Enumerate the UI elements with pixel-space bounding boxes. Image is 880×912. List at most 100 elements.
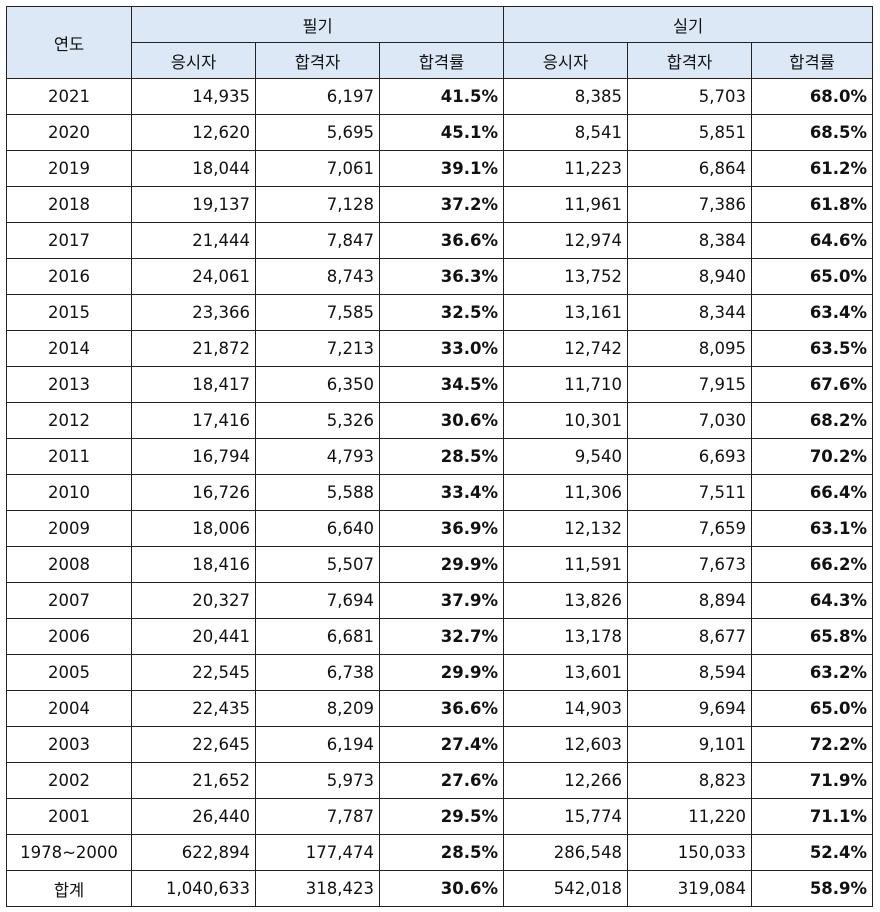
cell-written-applicants: 622,894	[131, 834, 256, 871]
cell-practical-rate: 52.4%	[751, 834, 874, 871]
cell-written-rate: 32.7%	[378, 618, 505, 655]
cell-written-applicants: 19,137	[131, 186, 256, 223]
table-row: 2017 21,444 7,847 36.6% 12,974 8,384 64.6%	[6, 222, 874, 259]
cell-written-rate: 37.2%	[378, 186, 505, 223]
cell-year: 2019	[6, 150, 132, 187]
cell-year: 합계	[6, 870, 132, 907]
cell-practical-rate: 63.2%	[751, 654, 874, 691]
cell-written-passed: 6,194	[255, 726, 380, 763]
cell-practical-rate: 72.2%	[751, 726, 874, 763]
cell-practical-rate: 67.6%	[751, 366, 874, 403]
table-row: 2012 17,416 5,326 30.6% 10,301 7,030 68.2%	[6, 402, 874, 439]
cell-year: 2013	[6, 366, 132, 403]
cell-practical-rate: 63.4%	[751, 294, 874, 331]
cell-year: 2018	[6, 186, 132, 223]
cell-written-passed: 7,585	[255, 294, 380, 331]
cell-written-rate: 45.1%	[378, 114, 505, 151]
cell-practical-applicants: 14,903	[503, 690, 629, 727]
cell-practical-passed: 8,344	[627, 294, 753, 331]
cell-practical-passed: 8,095	[627, 330, 753, 367]
cell-written-applicants: 16,794	[131, 438, 256, 475]
cell-written-rate: 32.5%	[378, 294, 505, 331]
table-row: 2009 18,006 6,640 36.9% 12,132 7,659 63.1%	[6, 510, 874, 547]
table-row: 2010 16,726 5,588 33.4% 11,306 7,511 66.4%	[6, 474, 874, 511]
cell-written-passed: 6,197	[255, 78, 380, 115]
table-row: 1978~2000 622,894 177,474 28.5% 286,548 150,0…	[6, 834, 874, 871]
cell-practical-rate: 64.3%	[751, 582, 874, 619]
cell-practical-applicants: 11,961	[503, 186, 629, 223]
cell-year: 2020	[6, 114, 132, 151]
cell-year: 2011	[6, 438, 132, 475]
cell-practical-applicants: 11,223	[503, 150, 629, 187]
table-row: 2019 18,044 7,061 39.1% 11,223 6,864 61.2%	[6, 150, 874, 187]
cell-written-rate: 29.9%	[378, 654, 505, 691]
cell-practical-passed: 8,677	[627, 618, 753, 655]
cell-written-rate: 29.5%	[378, 798, 505, 835]
table-row: 2018 19,137 7,128 37.2% 11,961 7,386 61.8%	[6, 186, 874, 223]
cell-written-rate: 39.1%	[378, 150, 505, 187]
cell-written-passed: 4,793	[255, 438, 380, 475]
header-written-applicants: 응시자	[131, 42, 256, 79]
table-row: 2020 12,620 5,695 45.1% 8,541 5,851 68.5%	[6, 114, 874, 151]
cell-practical-applicants: 13,601	[503, 654, 629, 691]
cell-practical-passed: 5,703	[627, 78, 753, 115]
cell-practical-passed: 8,594	[627, 654, 753, 691]
cell-practical-passed: 7,915	[627, 366, 753, 403]
cell-written-applicants: 21,652	[131, 762, 256, 799]
cell-written-passed: 318,423	[255, 870, 380, 907]
cell-practical-rate: 64.6%	[751, 222, 874, 259]
cell-written-applicants: 16,726	[131, 474, 256, 511]
cell-written-applicants: 18,044	[131, 150, 256, 187]
cell-practical-passed: 9,101	[627, 726, 753, 763]
cell-written-rate: 28.5%	[378, 438, 505, 475]
cell-written-rate: 36.3%	[378, 258, 505, 295]
cell-practical-applicants: 542,018	[503, 870, 629, 907]
cell-written-passed: 6,738	[255, 654, 380, 691]
cell-written-passed: 5,973	[255, 762, 380, 799]
cell-practical-passed: 8,940	[627, 258, 753, 295]
cell-year: 2014	[6, 330, 132, 367]
table-row: 2004 22,435 8,209 36.6% 14,903 9,694 65.0%	[6, 690, 874, 727]
cell-written-applicants: 17,416	[131, 402, 256, 439]
cell-written-applicants: 18,006	[131, 510, 256, 547]
cell-year: 2001	[6, 798, 132, 835]
cell-written-rate: 30.6%	[378, 870, 505, 907]
cell-written-applicants: 26,440	[131, 798, 256, 835]
cell-practical-passed: 7,511	[627, 474, 753, 511]
cell-practical-applicants: 11,591	[503, 546, 629, 583]
cell-written-passed: 5,326	[255, 402, 380, 439]
header-year: 연도	[6, 6, 132, 79]
cell-year: 2010	[6, 474, 132, 511]
cell-practical-passed: 8,894	[627, 582, 753, 619]
cell-written-rate: 41.5%	[378, 78, 505, 115]
table-row: 2015 23,366 7,585 32.5% 13,161 8,344 63.4%	[6, 294, 874, 331]
cell-written-applicants: 20,327	[131, 582, 256, 619]
cell-practical-rate: 61.2%	[751, 150, 874, 187]
cell-year: 2016	[6, 258, 132, 295]
table-row: 2001 26,440 7,787 29.5% 15,774 11,220 71.1%	[6, 798, 874, 835]
cell-practical-applicants: 12,603	[503, 726, 629, 763]
cell-practical-passed: 5,851	[627, 114, 753, 151]
cell-written-passed: 6,350	[255, 366, 380, 403]
cell-written-applicants: 18,417	[131, 366, 256, 403]
cell-written-passed: 7,787	[255, 798, 380, 835]
cell-written-applicants: 18,416	[131, 546, 256, 583]
cell-written-passed: 6,681	[255, 618, 380, 655]
cell-written-passed: 7,061	[255, 150, 380, 187]
cell-written-passed: 5,695	[255, 114, 380, 151]
cell-practical-rate: 68.0%	[751, 78, 874, 115]
header-practical-applicants: 응시자	[503, 42, 629, 79]
cell-written-applicants: 22,545	[131, 654, 256, 691]
cell-written-passed: 5,588	[255, 474, 380, 511]
cell-written-rate: 36.9%	[378, 510, 505, 547]
cell-year: 2009	[6, 510, 132, 547]
cell-practical-applicants: 12,742	[503, 330, 629, 367]
pass-rate-table: 연도 필기 실기 응시자 합격자 합격률 응시자 합격자 합격률 2021 14,…	[6, 6, 874, 907]
cell-year: 2005	[6, 654, 132, 691]
cell-practical-applicants: 15,774	[503, 798, 629, 835]
cell-year: 1978~2000	[6, 834, 132, 871]
cell-practical-applicants: 11,710	[503, 366, 629, 403]
cell-written-rate: 27.6%	[378, 762, 505, 799]
cell-year: 2004	[6, 690, 132, 727]
cell-written-passed: 7,128	[255, 186, 380, 223]
